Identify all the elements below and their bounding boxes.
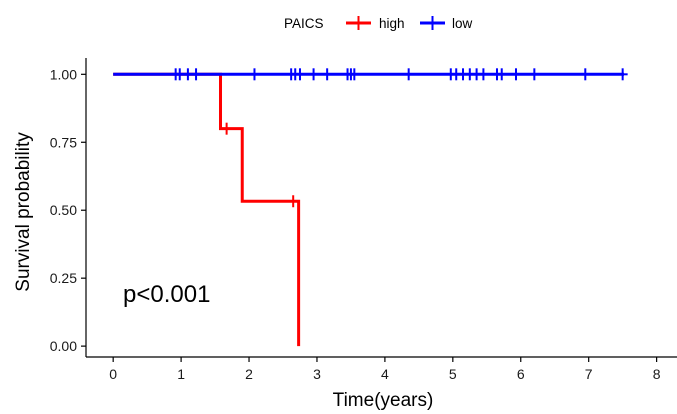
series-layer [113, 68, 628, 347]
x-ticks: 0 1 2 3 4 5 6 7 8 [109, 357, 661, 382]
y-tick-label: 0.00 [50, 338, 77, 354]
p-value-annotation: p<0.001 [123, 281, 210, 308]
x-tick-label: 6 [517, 366, 525, 382]
x-tick-label: 1 [177, 366, 185, 382]
legend-title: PAICS [284, 16, 324, 31]
y-tick-label: 0.25 [50, 270, 77, 286]
y-tick-label: 1.00 [50, 66, 77, 82]
legend: PAICS high low [284, 16, 473, 31]
x-tick-label: 2 [245, 366, 253, 382]
x-tick-label: 3 [313, 366, 321, 382]
legend-high-key [346, 16, 371, 30]
x-tick-label: 0 [109, 366, 117, 382]
y-tick-label: 0.50 [50, 202, 77, 218]
legend-low-label: low [452, 16, 473, 31]
x-tick-label: 5 [449, 366, 457, 382]
x-tick-label: 8 [653, 366, 661, 382]
y-tick-label: 0.75 [50, 134, 77, 150]
x-tick-label: 7 [585, 366, 593, 382]
legend-high-label: high [379, 16, 405, 31]
x-axis-title: Time(years) [333, 390, 434, 411]
legend-low-key [420, 16, 445, 30]
y-ticks: 0.00 0.25 0.50 0.75 1.00 [50, 66, 86, 354]
y-axis-title: Survival probability [13, 132, 34, 292]
x-tick-label: 4 [381, 366, 389, 382]
series-low [113, 68, 628, 81]
